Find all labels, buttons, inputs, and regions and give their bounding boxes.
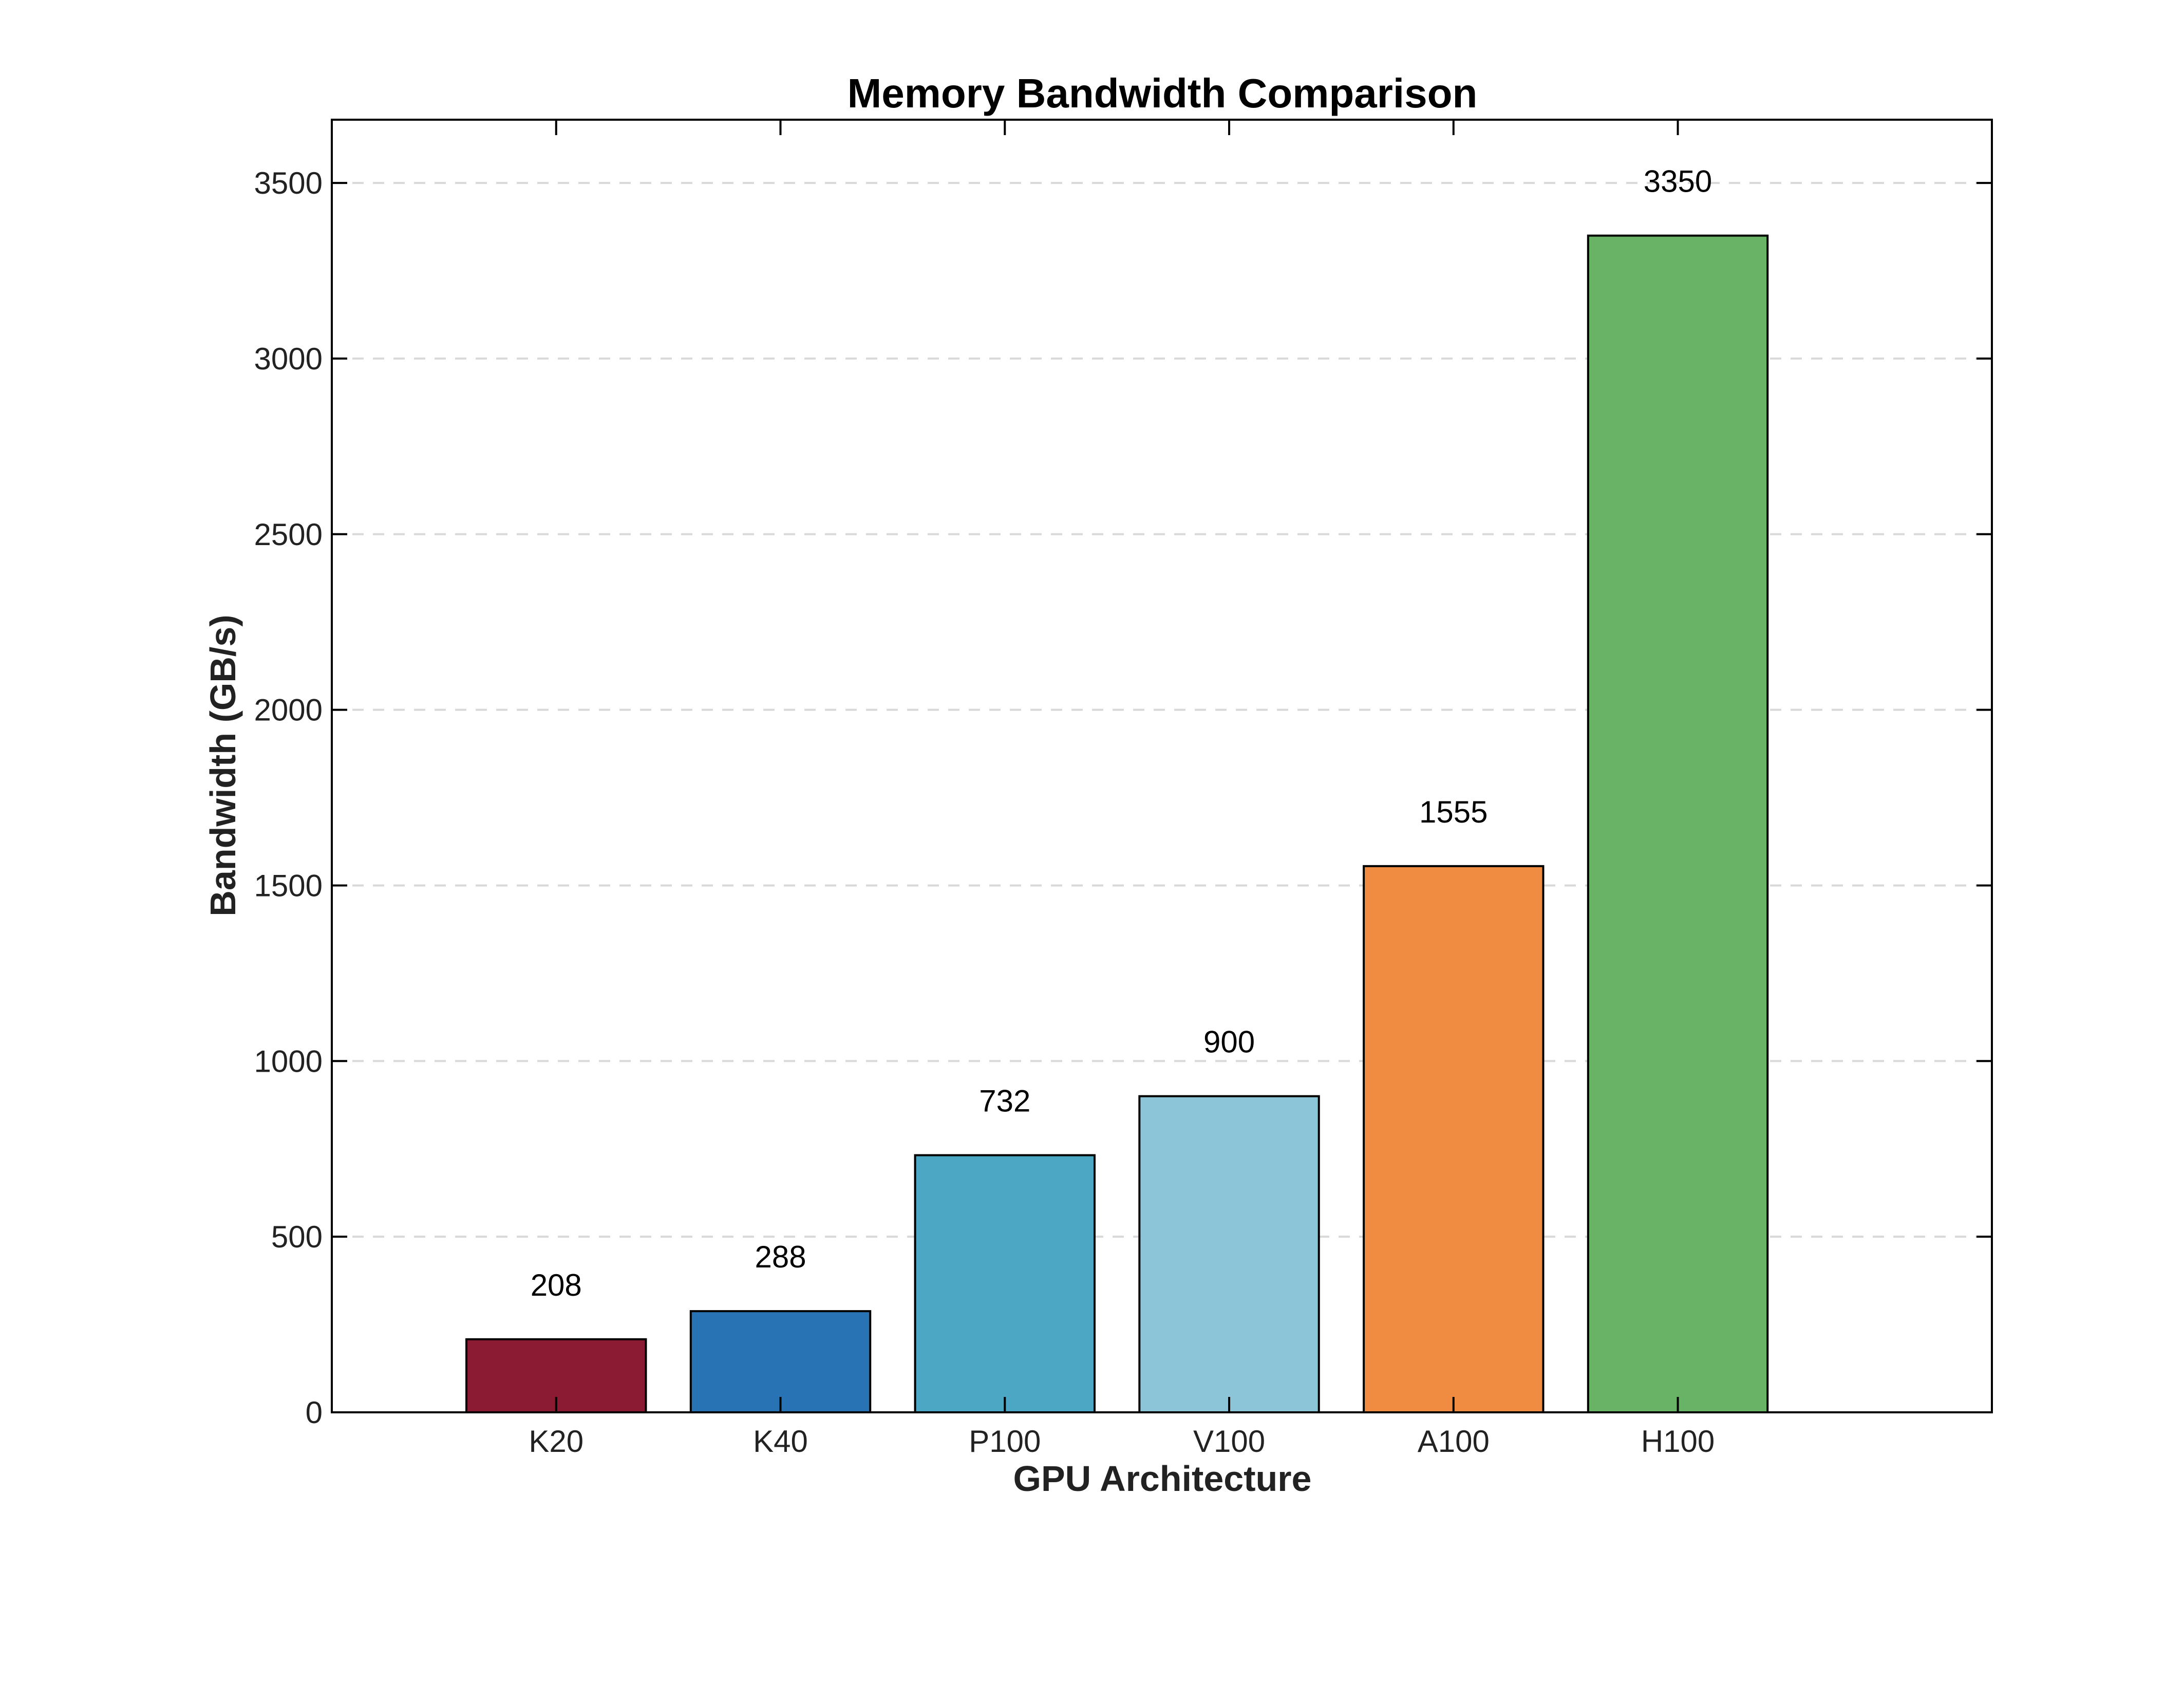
data-label-k40: 288 xyxy=(755,1240,806,1274)
y-tick-label: 3500 xyxy=(254,166,323,200)
y-tick-label: 2500 xyxy=(254,517,323,552)
data-label-a100: 1555 xyxy=(1419,795,1488,829)
bar-v100 xyxy=(1138,1095,1320,1413)
y-tick-label: 500 xyxy=(271,1220,323,1254)
x-tick-label-a100: A100 xyxy=(1418,1424,1490,1459)
plot-frame xyxy=(331,119,1993,1413)
chart-title: Memory Bandwidth Comparison xyxy=(848,70,1478,116)
data-labels: 208 288 732 900 1555 3350 xyxy=(531,164,1712,1302)
grid-lines xyxy=(332,182,1992,1238)
axis-ticks: 0 500 1000 1500 2000 2500 3000 3500 K20 K40 P100 V1… xyxy=(254,120,1992,1459)
y-tick-label: 3000 xyxy=(254,342,323,376)
x-tick-label-h100: H100 xyxy=(1641,1424,1715,1459)
x-tick-label-p100: P100 xyxy=(969,1424,1041,1459)
y-tick-label: 1500 xyxy=(254,868,323,903)
bar-h100 xyxy=(1587,234,1769,1413)
plot-border xyxy=(331,119,1993,1413)
y-tick-label: 1000 xyxy=(254,1044,323,1078)
x-tick-label-v100: V100 xyxy=(1193,1424,1265,1459)
y-tick-label: 0 xyxy=(306,1395,323,1430)
bar-k40 xyxy=(689,1310,872,1414)
data-label-p100: 732 xyxy=(979,1084,1030,1118)
x-axis-title: GPU Architecture xyxy=(1013,1459,1312,1499)
data-label-h100: 3350 xyxy=(1644,164,1712,199)
x-tick-label-k20: K20 xyxy=(529,1424,583,1459)
y-axis-title: Bandwidth (GB/s) xyxy=(203,614,243,916)
bars xyxy=(465,234,1769,1414)
data-label-v100: 900 xyxy=(1203,1025,1255,1059)
x-tick-label-k40: K40 xyxy=(753,1424,808,1459)
y-tick-label: 2000 xyxy=(254,693,323,727)
data-label-k20: 208 xyxy=(531,1268,582,1302)
bar-p100 xyxy=(914,1154,1096,1413)
bar-a100 xyxy=(1363,865,1545,1413)
